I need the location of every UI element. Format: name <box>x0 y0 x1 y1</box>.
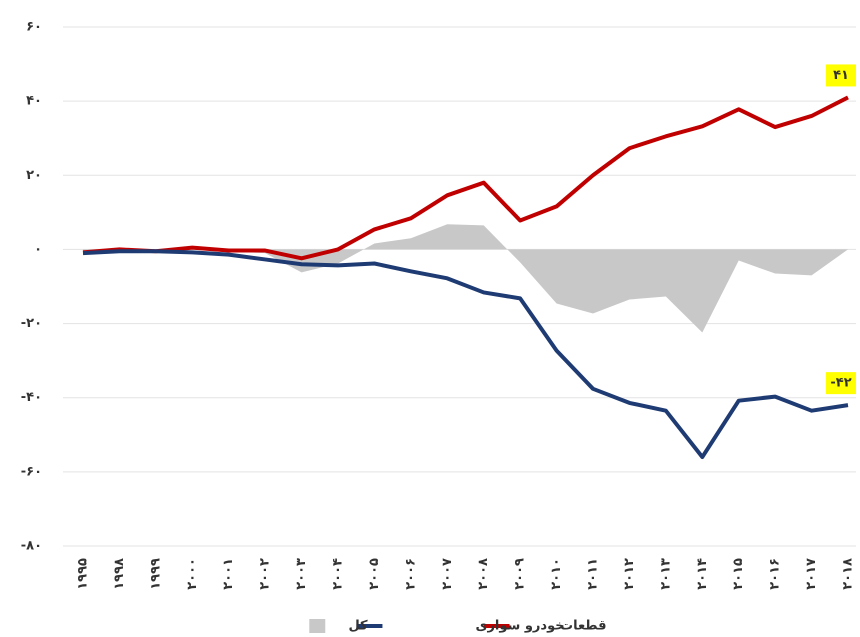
x-tick-label: ۲۰۱۵ <box>731 558 746 590</box>
x-tick-label: ۲۰۰۸ <box>476 558 491 590</box>
x-tick-label: ۲۰۰۱ <box>221 558 236 590</box>
x-tick-label: ۲۰۱۶ <box>768 558 783 590</box>
legend-swatch <box>309 619 326 633</box>
y-tick-label: ۰ <box>34 242 42 257</box>
end-label: ۴۱ <box>833 68 849 83</box>
x-tick-label: ۱۹۹۹ <box>148 558 163 590</box>
y-tick-label: ۴۰ <box>26 94 42 109</box>
x-tick-label: ۲۰۱۱ <box>586 558 601 590</box>
area <box>83 224 848 333</box>
x-tick-label: ۲۰۱۸ <box>841 558 856 590</box>
y-tick-label: -۴۰ <box>21 390 42 405</box>
x-tick-label: ۲۰۱۷ <box>804 558 819 590</box>
x-tick-label: ۲۰۱۰ <box>549 558 564 590</box>
y-tick-label: ۲۰ <box>26 168 42 183</box>
label-highlight <box>826 372 856 395</box>
x-tick-label: ۲۰۰۷ <box>440 558 455 590</box>
y-tick-label: -۶۰ <box>21 464 42 479</box>
x-tick-label: ۲۰۱۲ <box>622 558 637 590</box>
legend-label: خودرو سواری <box>476 619 565 634</box>
legend-label: قطعات <box>560 619 606 634</box>
line <box>82 249 849 460</box>
x-tick-label: ۲۰۱۳ <box>658 558 673 590</box>
x-tick-label: ۲۰۰۵ <box>367 558 382 590</box>
label-highlight <box>826 64 856 87</box>
x-tick-label: ۲۰۰۶ <box>403 558 418 590</box>
x-tick-label: ۲۰۰۲ <box>258 558 273 590</box>
line <box>82 95 849 261</box>
x-tick-label: ۱۹۹۸ <box>112 558 127 590</box>
x-tick-label: ۲۰۰۹ <box>513 558 528 590</box>
x-tick-label: ۲۰۰۴ <box>331 558 346 590</box>
x-tick-label: ۲۰۱۴ <box>695 558 710 590</box>
y-tick-label: ۶۰ <box>26 20 42 35</box>
x-tick-label: ۲۰۰۰ <box>185 558 200 590</box>
x-tick-label: ۱۹۹۵ <box>76 558 91 590</box>
end-label: -۴۲ <box>830 376 851 391</box>
x-tick-label: ۲۰۰۳ <box>294 558 309 590</box>
y-tick-label: -۸۰ <box>21 539 42 554</box>
y-tick-label: -۲۰ <box>21 316 42 331</box>
legend-label: کل <box>348 619 368 634</box>
